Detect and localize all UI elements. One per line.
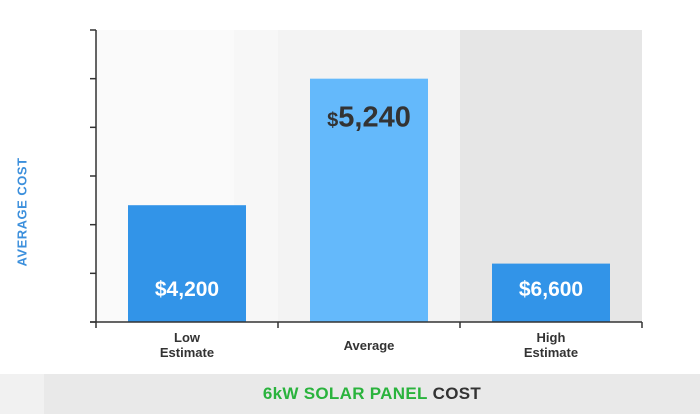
bar-chart: $4,200 Low Estimate $5,240 Average $6,600 High…: [90, 29, 643, 360]
chart-title: 6kW SOLAR PANEL COST: [44, 374, 700, 414]
y-axis-label-strip: AVERAGE COST: [0, 0, 44, 374]
value-label-0: $4,200: [155, 278, 219, 301]
plot-area: $4,200 Low Estimate $5,240 Average $6,600 High…: [44, 0, 700, 374]
chart-title-part-1: 6kW SOLAR PANEL: [262, 384, 428, 403]
chart-title-part-2: COST: [432, 384, 482, 403]
bar-1: [310, 78, 428, 323]
category-label-1: Average: [344, 338, 395, 353]
bar-0: [128, 205, 246, 322]
category-label-0: Low Estimate: [160, 330, 214, 360]
y-axis-label: AVERAGE COST: [14, 157, 30, 267]
bar-2: [492, 263, 610, 322]
value-label-2: $6,600: [519, 278, 583, 301]
value-label-1: $5,240: [327, 102, 411, 134]
category-label-2: High Estimate: [524, 330, 578, 360]
